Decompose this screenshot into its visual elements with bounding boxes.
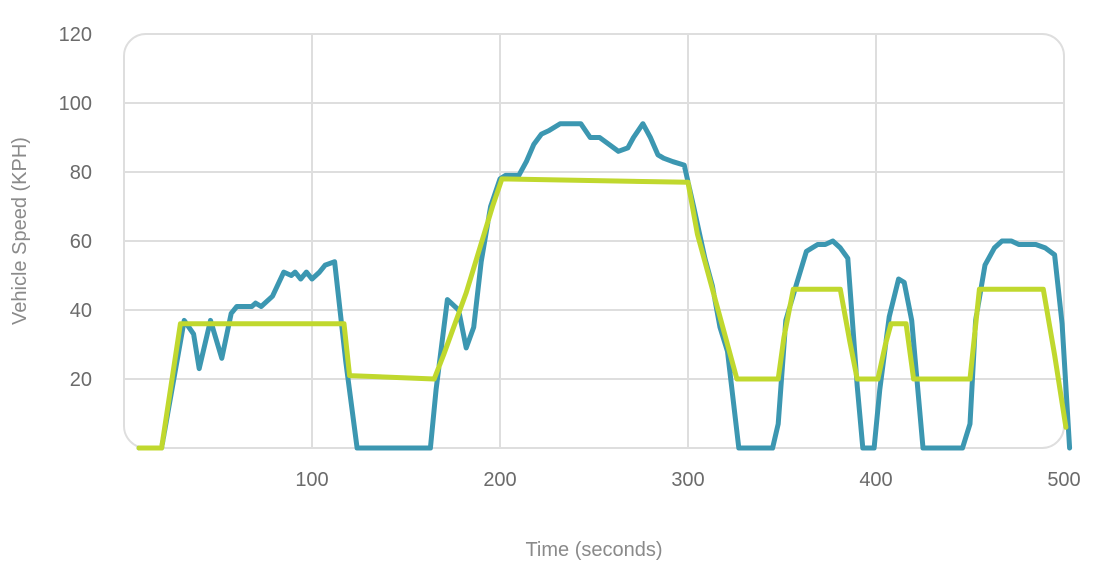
x-tick-label: 300 [671, 469, 704, 491]
x-tick-label: 100 [295, 469, 328, 491]
y-tick-label: 100 [59, 93, 92, 115]
x-axis-title: Time (seconds) [525, 539, 662, 561]
x-tick-label: 400 [859, 469, 892, 491]
y-axis-title: Vehicle Speed (KPH) [9, 137, 31, 325]
y-tick-label: 60 [70, 231, 92, 253]
y-tick-label: 20 [70, 369, 92, 391]
series-line-2 [136, 176, 1069, 451]
y-tick-label: 80 [70, 162, 92, 184]
y-tick-label: 40 [70, 300, 92, 322]
series-lines [136, 121, 1073, 451]
plot-frame [123, 33, 1065, 449]
tick-labels: 100 200 300 400 500 20 40 60 80 100 120 [59, 24, 1081, 491]
x-tick-label: 200 [483, 469, 516, 491]
x-tick-label: 500 [1047, 469, 1080, 491]
grid-lines [124, 34, 1064, 448]
series-line-1 [136, 121, 1073, 451]
y-tick-label: 120 [59, 24, 92, 46]
